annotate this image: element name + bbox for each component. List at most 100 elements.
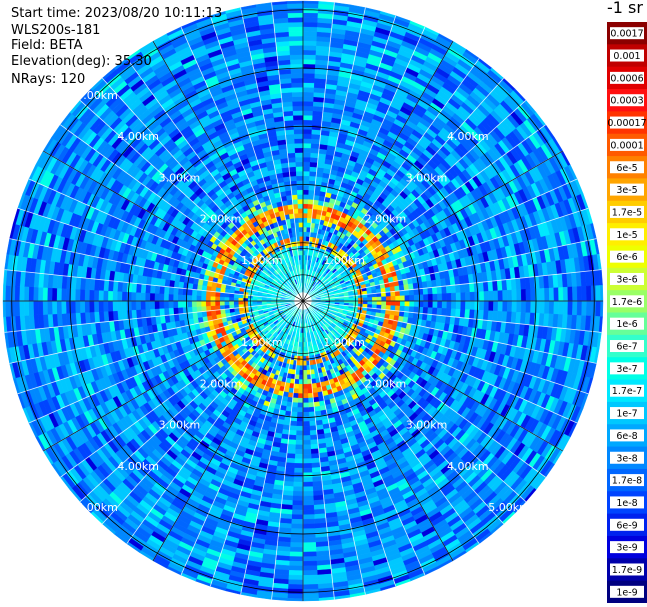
ppi-cell bbox=[348, 298, 354, 302]
ppi-cell bbox=[427, 307, 433, 315]
ppi-cell bbox=[488, 300, 494, 312]
ppi-cell bbox=[394, 285, 400, 292]
ppi-cell bbox=[403, 284, 410, 291]
ppi-cell bbox=[502, 300, 508, 312]
ppi-cell bbox=[478, 309, 485, 321]
ppi-cell bbox=[409, 300, 415, 308]
ppi-cell bbox=[558, 287, 564, 302]
ppi-cell bbox=[302, 119, 313, 125]
ppi-cell bbox=[371, 300, 378, 306]
ppi-cell bbox=[506, 300, 513, 313]
ppi-cell bbox=[287, 593, 304, 599]
ppi-cell bbox=[302, 453, 312, 460]
ppi-cell bbox=[302, 439, 311, 446]
ppi-cell bbox=[302, 124, 313, 130]
ppi-cell bbox=[286, 453, 296, 459]
ppi-cell bbox=[390, 295, 396, 302]
ppi-cell bbox=[395, 295, 401, 302]
ppi-cell bbox=[311, 138, 321, 145]
ppi-cell bbox=[289, 542, 304, 548]
ppi-cell bbox=[431, 286, 438, 295]
ppi-cell bbox=[441, 293, 448, 302]
ppi-cell bbox=[469, 291, 476, 302]
ppi-cell bbox=[302, 365, 307, 371]
ppi-cell bbox=[290, 528, 304, 534]
ppi-cell bbox=[376, 300, 382, 306]
ppi-cell bbox=[394, 310, 400, 317]
ppi-cell bbox=[293, 481, 304, 488]
ppi-cell bbox=[311, 462, 321, 469]
ppi-cell bbox=[309, 429, 318, 436]
ppi-cell bbox=[474, 291, 480, 302]
ppi-cell bbox=[376, 296, 382, 302]
ppi-cell bbox=[285, 457, 295, 464]
ppi-cell bbox=[302, 560, 318, 567]
ppi-cell bbox=[408, 289, 415, 296]
ppi-cell bbox=[290, 537, 304, 543]
ppi-cell bbox=[404, 289, 410, 296]
ppi-cell bbox=[309, 175, 317, 182]
ppi-cell bbox=[302, 184, 310, 191]
ppi-cell bbox=[460, 292, 466, 302]
ppi-cell bbox=[302, 369, 308, 376]
ppi-cell bbox=[294, 458, 304, 464]
ppi-cell bbox=[288, 570, 304, 576]
ppi-cell bbox=[302, 504, 315, 511]
ppi-cell bbox=[302, 100, 314, 107]
ppi-cell bbox=[358, 300, 364, 305]
ppi-cell bbox=[302, 546, 317, 553]
ppi-cell bbox=[302, 551, 317, 557]
ppi-cell bbox=[302, 458, 312, 464]
ppi-cell bbox=[311, 129, 322, 135]
ppi-cell bbox=[362, 297, 368, 302]
ppi-cell bbox=[302, 584, 319, 590]
ppi-cell bbox=[292, 490, 304, 497]
ppi-cell bbox=[302, 194, 309, 200]
ppi-cell bbox=[294, 463, 304, 469]
ppi-cell bbox=[441, 285, 447, 294]
ppi-cell bbox=[441, 300, 448, 309]
ray-separator bbox=[302, 26, 426, 302]
ppi-cell bbox=[311, 476, 323, 483]
ppi-cell bbox=[302, 435, 311, 441]
ppi-cell bbox=[413, 306, 420, 314]
ppi-cell bbox=[302, 374, 308, 380]
ppi-cell bbox=[558, 300, 564, 315]
ppi-cell bbox=[312, 204, 319, 210]
ppi-cell bbox=[488, 290, 494, 302]
ppi-cell bbox=[293, 472, 304, 478]
ppi-cell bbox=[308, 189, 315, 196]
ppi-cell bbox=[295, 435, 304, 441]
ppi-cell bbox=[312, 396, 320, 403]
ppi-cell bbox=[302, 59, 316, 65]
ppi-cell bbox=[455, 292, 462, 302]
ppi-cell bbox=[432, 293, 438, 302]
ppi-cell bbox=[576, 286, 583, 302]
ppi-cell bbox=[302, 77, 315, 84]
ppi-cell bbox=[539, 300, 545, 314]
ppi-cell bbox=[288, 565, 304, 571]
ppi-cell bbox=[302, 3, 319, 9]
ppi-cell bbox=[516, 300, 522, 313]
ppi-cell bbox=[302, 463, 312, 469]
ppi-cell bbox=[293, 477, 304, 483]
ppi-cell bbox=[302, 588, 319, 595]
ppi-cell bbox=[288, 429, 297, 436]
ppi-cell bbox=[302, 212, 308, 219]
ppi-cell bbox=[302, 379, 308, 385]
ppi-cell bbox=[302, 49, 317, 56]
ppi-cell bbox=[302, 245, 307, 251]
ppi-cell bbox=[390, 300, 396, 307]
ppi-cell bbox=[289, 546, 304, 553]
ppi-cell bbox=[469, 300, 476, 311]
ppi-cell bbox=[422, 307, 429, 315]
ppi-cell bbox=[308, 406, 315, 413]
ppi-cell bbox=[590, 285, 597, 302]
ppi-cell bbox=[302, 579, 319, 585]
ppi-cell bbox=[586, 285, 592, 302]
ppi-cell bbox=[581, 300, 587, 317]
ppi-cell bbox=[302, 486, 314, 492]
ppi-cell bbox=[287, 443, 296, 450]
ppi-cell bbox=[288, 434, 297, 441]
ppi-cell bbox=[483, 291, 490, 302]
